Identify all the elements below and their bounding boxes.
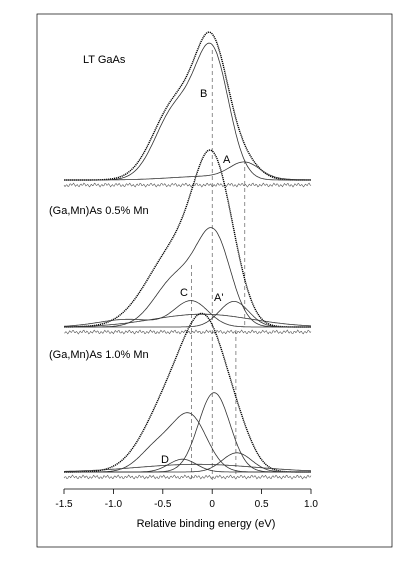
peak-label-a: A (223, 154, 231, 166)
peak-label-c: C (180, 287, 188, 299)
spectra-curves (63, 31, 312, 480)
x-tick-label: 1.0 (304, 499, 318, 510)
panel-3-data-curve (64, 312, 311, 473)
panel-3-component-curve (64, 412, 311, 473)
panel-1-component-curve (64, 161, 311, 181)
panel-2-component-curve (63, 300, 311, 328)
panel-label-lt-gaas: LT GaAs (83, 54, 126, 66)
panel-2-component-curve (64, 301, 311, 328)
x-tick-label: -1.0 (105, 499, 123, 510)
panel-2-component-curve (64, 227, 311, 328)
panel-3-component-curve (64, 452, 311, 473)
x-axis-title: Relative binding energy (eV) (137, 518, 276, 530)
panel-3-residual-curve (63, 474, 312, 480)
panel-2-data-curve (64, 149, 311, 328)
panel-label-10-mn: (Ga,Mn)As 1.0% Mn (49, 349, 149, 361)
x-tick-label: 0.5 (255, 499, 269, 510)
x-tick-label: 0 (209, 499, 215, 510)
reference-lines (191, 50, 246, 480)
x-axis-ticks: -1.5 -1.0 -0.5 0 0.5 1.0 (55, 489, 318, 510)
peak-label-a-prime: A' (214, 292, 223, 304)
panel-label-05-mn: (Ga,Mn)As 0.5% Mn (49, 205, 149, 217)
peak-label-d: D (161, 454, 169, 466)
figure-frame (36, 13, 393, 548)
x-tick-label: -0.5 (154, 499, 172, 510)
peak-label-b: B (200, 88, 207, 100)
panel-1-residual-curve (63, 182, 312, 188)
panel-2-component-curve (64, 313, 312, 328)
panel-3-component-curve (64, 463, 312, 472)
x-tick-label: -1.5 (55, 499, 73, 510)
panel-2-residual-curve (63, 329, 312, 335)
